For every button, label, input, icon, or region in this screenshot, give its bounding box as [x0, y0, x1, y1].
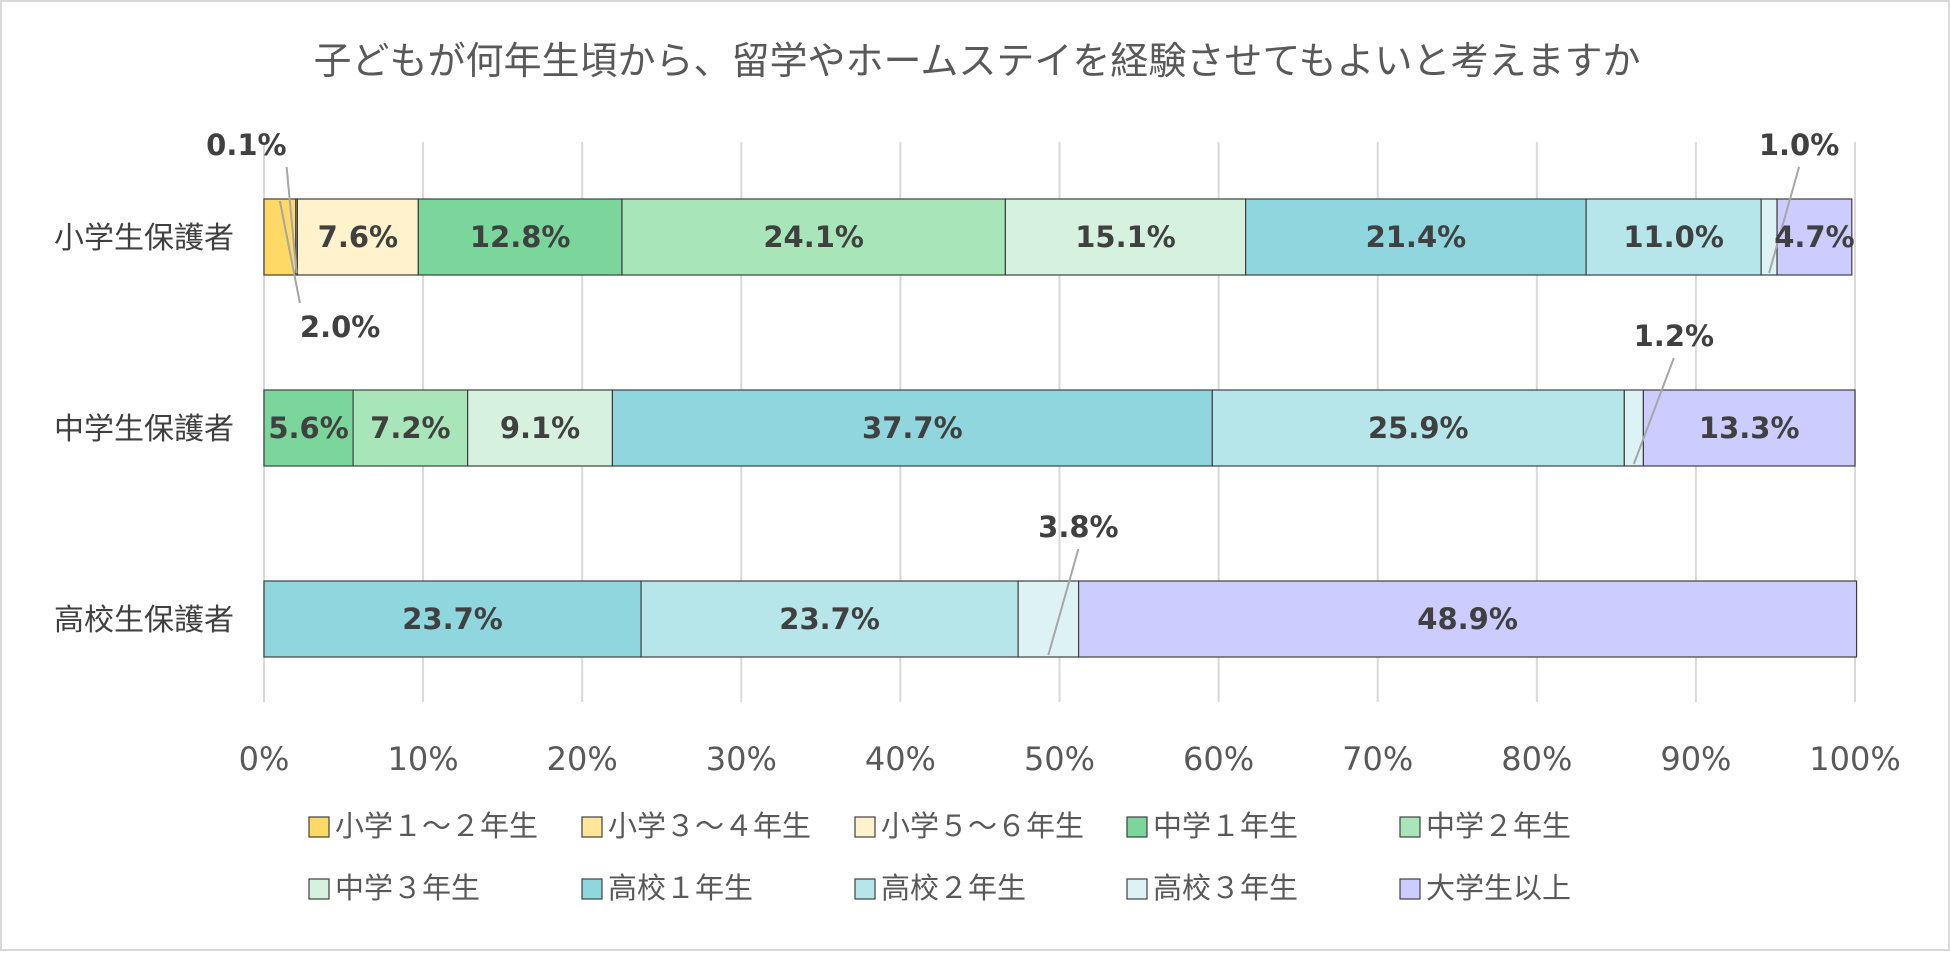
- legend-label: 小学１～２年生: [335, 809, 538, 843]
- data-label: 9.1%: [500, 411, 580, 445]
- data-label: 24.1%: [763, 220, 864, 254]
- bars: [263, 198, 1858, 658]
- data-label: 23.7%: [402, 602, 503, 636]
- bar-segment: [1623, 389, 1644, 467]
- leader-line: [278, 200, 301, 304]
- legend-label: 大学生以上: [1426, 871, 1571, 905]
- data-label: 7.6%: [318, 220, 398, 254]
- legend-label: 中学２年生: [1426, 809, 1571, 843]
- legend-label: 小学５～６年生: [881, 809, 1084, 843]
- data-label: 7.2%: [370, 411, 450, 445]
- legend-swatch: [1126, 816, 1148, 838]
- x-tick-label: 0%: [239, 740, 290, 778]
- bar-segment: [621, 198, 1007, 276]
- x-tick-label: 60%: [1183, 740, 1254, 778]
- legend-swatch: [308, 816, 330, 838]
- bar-segment: [263, 389, 354, 467]
- bar-segment: [640, 580, 1019, 658]
- legend-label: 高校３年生: [1153, 871, 1298, 905]
- legend-swatch: [581, 878, 603, 900]
- data-label: 15.1%: [1075, 220, 1176, 254]
- bar-segment: [1211, 389, 1625, 467]
- leader-line: [1632, 357, 1675, 465]
- leader-line: [1047, 548, 1080, 656]
- category-label: 中学生保護者: [54, 412, 234, 447]
- data-label: 13.3%: [1699, 411, 1800, 445]
- x-tick-label: 50%: [1024, 740, 1095, 778]
- leader-line: [1768, 166, 1801, 274]
- x-tick-label: 30%: [706, 740, 777, 778]
- bar-segment: [1776, 198, 1853, 276]
- category-label: 小学生保護者: [54, 221, 234, 256]
- bar-segment: [467, 389, 614, 467]
- legend-swatch: [581, 816, 603, 838]
- bar-segment: [352, 389, 469, 467]
- legend-swatch: [1399, 816, 1421, 838]
- data-label: 1.0%: [1759, 128, 1839, 162]
- data-label: 0.1%: [206, 128, 286, 162]
- legend-swatch: [1399, 878, 1421, 900]
- data-label: 37.7%: [862, 411, 963, 445]
- data-label: 25.9%: [1368, 411, 1469, 445]
- legend-swatch: [308, 878, 330, 900]
- bar-segment: [1585, 198, 1762, 276]
- legend-swatch: [854, 878, 876, 900]
- legend-label: 中学３年生: [335, 871, 480, 905]
- x-tick-label: 100%: [1809, 740, 1900, 778]
- x-tick-label: 90%: [1660, 740, 1731, 778]
- data-label: 5.6%: [268, 411, 348, 445]
- x-tick-label: 40%: [865, 740, 936, 778]
- x-tick-label: 80%: [1501, 740, 1572, 778]
- bar-segment: [1017, 580, 1080, 658]
- x-tick-label: 70%: [1342, 740, 1413, 778]
- legend-label: 高校１年生: [608, 871, 753, 905]
- bar-segment: [296, 198, 419, 276]
- bar-segment: [611, 389, 1213, 467]
- bar-segment: [1642, 389, 1856, 467]
- x-tick-label: 10%: [388, 740, 459, 778]
- category-label: 高校生保護者: [54, 603, 234, 638]
- bar-segment: [417, 198, 623, 276]
- data-label: 23.7%: [779, 602, 880, 636]
- data-label: 1.2%: [1634, 319, 1714, 353]
- bar-segment: [1077, 580, 1858, 658]
- data-label: 48.9%: [1417, 602, 1518, 636]
- x-tick-label: 20%: [547, 740, 618, 778]
- leader-line: [285, 166, 298, 274]
- data-label: 4.7%: [1774, 220, 1854, 254]
- legend-swatch: [854, 816, 876, 838]
- legend-swatch: [1126, 878, 1148, 900]
- legend-label: 高校２年生: [881, 871, 1026, 905]
- data-label: 12.8%: [470, 220, 571, 254]
- data-label: 3.8%: [1038, 510, 1118, 544]
- data-label: 11.0%: [1623, 220, 1724, 254]
- bar-segment: [263, 580, 642, 658]
- data-labels: 2.0% 0.1% 7.6% 12.8% 24.1% 15.1% 21.4% 11.0% 1.0…: [206, 128, 1855, 656]
- legend-label: 中学１年生: [1153, 809, 1298, 843]
- chart-title: 子どもが何年生頃から、留学やホームステイを経験させてもよいと考えますか: [314, 39, 1641, 83]
- data-label: 21.4%: [1366, 220, 1467, 254]
- data-label: 2.0%: [300, 310, 380, 344]
- axis: 0% 10% 20% 30% 40% 50% 60% 70% 80% 90% 100% 小学生保護者中…: [54, 221, 1901, 778]
- legend-label: 小学３～４年生: [608, 809, 811, 843]
